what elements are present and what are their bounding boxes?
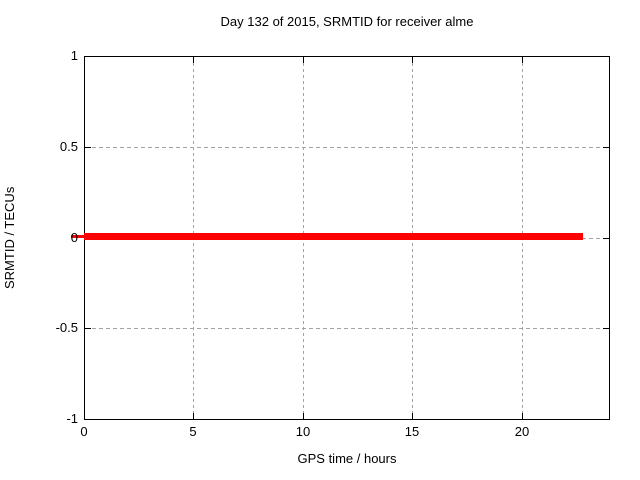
y-tick-label: 1 — [70, 48, 78, 63]
y-tick-left — [85, 328, 91, 329]
x-tick-bottom — [84, 413, 85, 419]
x-tick-label: 15 — [404, 424, 420, 439]
x-tick-top — [412, 57, 413, 63]
x-tick-top — [84, 57, 85, 63]
x-tick-label: 20 — [514, 424, 530, 439]
x-axis-label: GPS time / hours — [297, 451, 397, 466]
x-tick-bottom — [193, 413, 194, 419]
y-tick-label: 0 — [70, 230, 78, 245]
x-tick-bottom — [412, 413, 413, 419]
y-tick-label: 0.5 — [59, 139, 78, 154]
x-tick-top — [522, 57, 523, 63]
y-tick-right — [603, 419, 609, 420]
y-tick-left — [85, 147, 91, 148]
y-tick-left — [85, 419, 91, 420]
y-tick-right — [603, 147, 609, 148]
y-tick-right — [603, 56, 609, 57]
y-tick-left — [85, 56, 91, 57]
chart-title: Day 132 of 2015, SRMTID for receiver alm… — [220, 14, 474, 29]
y-tick-right — [603, 238, 609, 239]
x-tick-top — [303, 57, 304, 63]
x-tick-bottom — [303, 413, 304, 419]
x-tick-label: 0 — [80, 424, 88, 439]
series-line — [84, 233, 583, 240]
x-tick-bottom — [522, 413, 523, 419]
x-tick-label: 5 — [189, 424, 197, 439]
y-tick-label: -0.5 — [55, 320, 78, 335]
y-tick-right — [603, 328, 609, 329]
y-gridline — [85, 147, 609, 148]
series-edge-artifact — [71, 235, 84, 238]
y-gridline — [85, 328, 609, 329]
x-tick-label: 10 — [295, 424, 311, 439]
y-axis-label: SRMTID / TECUs — [2, 186, 17, 290]
y-tick-label: -1 — [66, 411, 78, 426]
x-tick-top — [193, 57, 194, 63]
